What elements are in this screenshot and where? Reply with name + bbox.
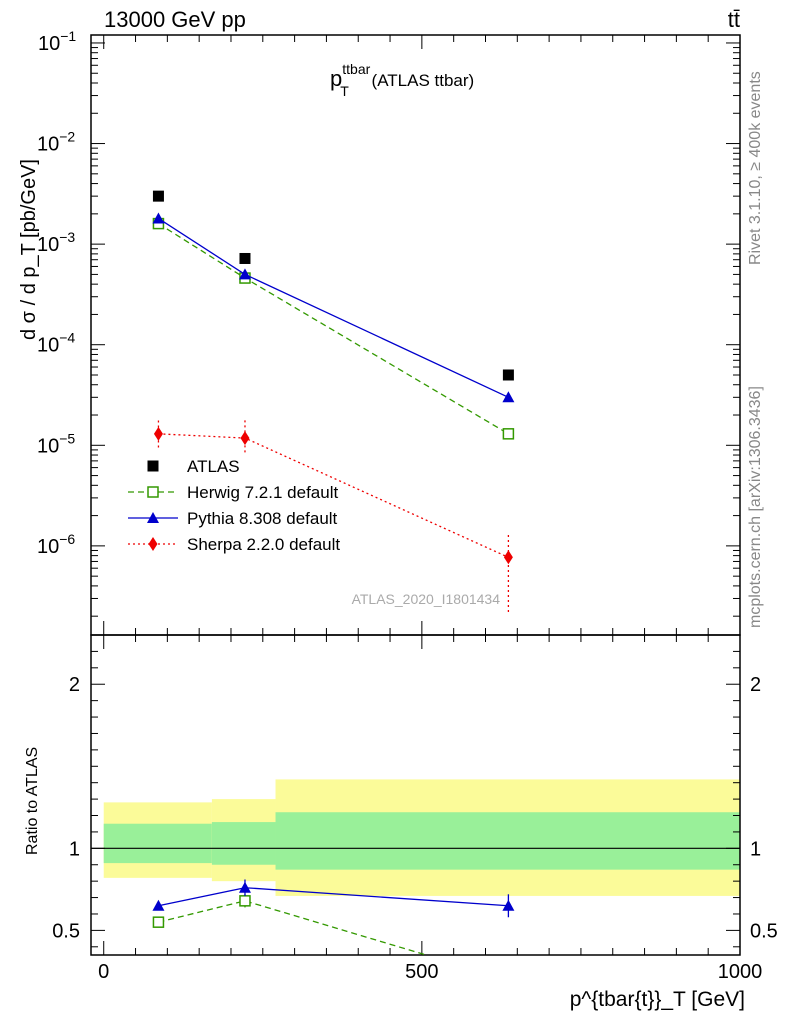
y-tick-label: 10−2 <box>37 129 75 156</box>
ratio-y-tick-label: 2 <box>69 674 80 696</box>
ratio-frame <box>90 634 741 956</box>
ratio-y-tick-label: 0.5 <box>750 920 778 942</box>
band-inner <box>211 822 276 865</box>
axis-ticks: 10−6 10−5 10−4 10−3 10−2 10−1 0 500 1000 0.5 0.5 1 1… <box>37 28 778 983</box>
data-point <box>239 252 251 264</box>
plot-title-main: p <box>330 66 342 91</box>
rivet-label: Rivet 3.1.10, ≥ 400k events <box>747 71 764 265</box>
y-axis-label-main: d σ / d p_T [pb/GeV] <box>18 159 40 340</box>
band-inner <box>103 823 212 864</box>
data-point <box>240 431 250 446</box>
plot-title-sup: ttbar <box>342 61 370 77</box>
data-point <box>238 268 251 280</box>
series-line <box>158 217 509 398</box>
x-axis-label: p^{tbar{t}}_T [GeV] <box>570 988 745 1011</box>
data-point <box>152 212 165 224</box>
x-tick-label: 1000 <box>718 961 763 983</box>
plot-title-sub: T <box>340 83 349 99</box>
data-point <box>152 190 164 202</box>
data-point <box>502 391 515 403</box>
y-axis-label-ratio: Ratio to ATLAS <box>24 747 41 855</box>
process-label: tt̄ <box>728 7 740 32</box>
ratio-y-tick-label: 1 <box>69 838 80 860</box>
legend-label: Herwig 7.2.1 default <box>187 483 338 502</box>
data-point <box>147 486 159 498</box>
data-point <box>502 369 514 381</box>
energy-label: 13000 GeV pp <box>104 7 246 32</box>
data-point <box>152 916 165 928</box>
legend-label: Pythia 8.308 default <box>187 509 338 528</box>
data-point <box>153 426 163 441</box>
legend-label: ATLAS <box>187 457 240 476</box>
data-point <box>148 537 158 551</box>
data-point <box>238 881 251 893</box>
y-tick-label: 10−5 <box>37 430 75 457</box>
data-point <box>239 895 251 907</box>
ratio-y-tick-label: 1 <box>750 838 761 860</box>
y-tick-label: 10−4 <box>37 330 75 357</box>
data-point <box>502 428 515 440</box>
series-line <box>158 223 509 435</box>
ratio-y-tick-label: 2 <box>750 674 761 696</box>
mcplots-label: mcplots.cern.ch [arXiv:1306.3436] <box>747 386 764 628</box>
chart-marks <box>152 190 515 956</box>
band-inner <box>275 812 740 870</box>
ratio-y-tick-label: 0.5 <box>52 920 80 942</box>
ratio-series-line <box>158 900 427 956</box>
data-point <box>147 512 159 523</box>
legend: ATLAS Herwig 7.2.1 default Pythia 8.308 de… <box>128 457 340 554</box>
y-tick-label: 10−3 <box>37 229 75 256</box>
data-point <box>502 899 515 911</box>
y-tick-label: 10−6 <box>37 531 75 558</box>
plot-title-rest: (ATLAS ttbar) <box>367 71 474 90</box>
watermark: ATLAS_2020_I1801434 <box>352 591 501 607</box>
y-tick-label: 10−1 <box>38 28 76 55</box>
data-point <box>152 899 165 911</box>
data-point <box>147 460 159 472</box>
x-tick-label: 500 <box>405 961 438 983</box>
plot-title: pttbar T (ATLAS ttbar) <box>330 61 474 99</box>
legend-label: Sherpa 2.2.0 default <box>187 535 340 554</box>
ratio-bands <box>91 779 740 896</box>
x-tick-label: 0 <box>98 961 109 983</box>
data-point <box>503 550 513 565</box>
